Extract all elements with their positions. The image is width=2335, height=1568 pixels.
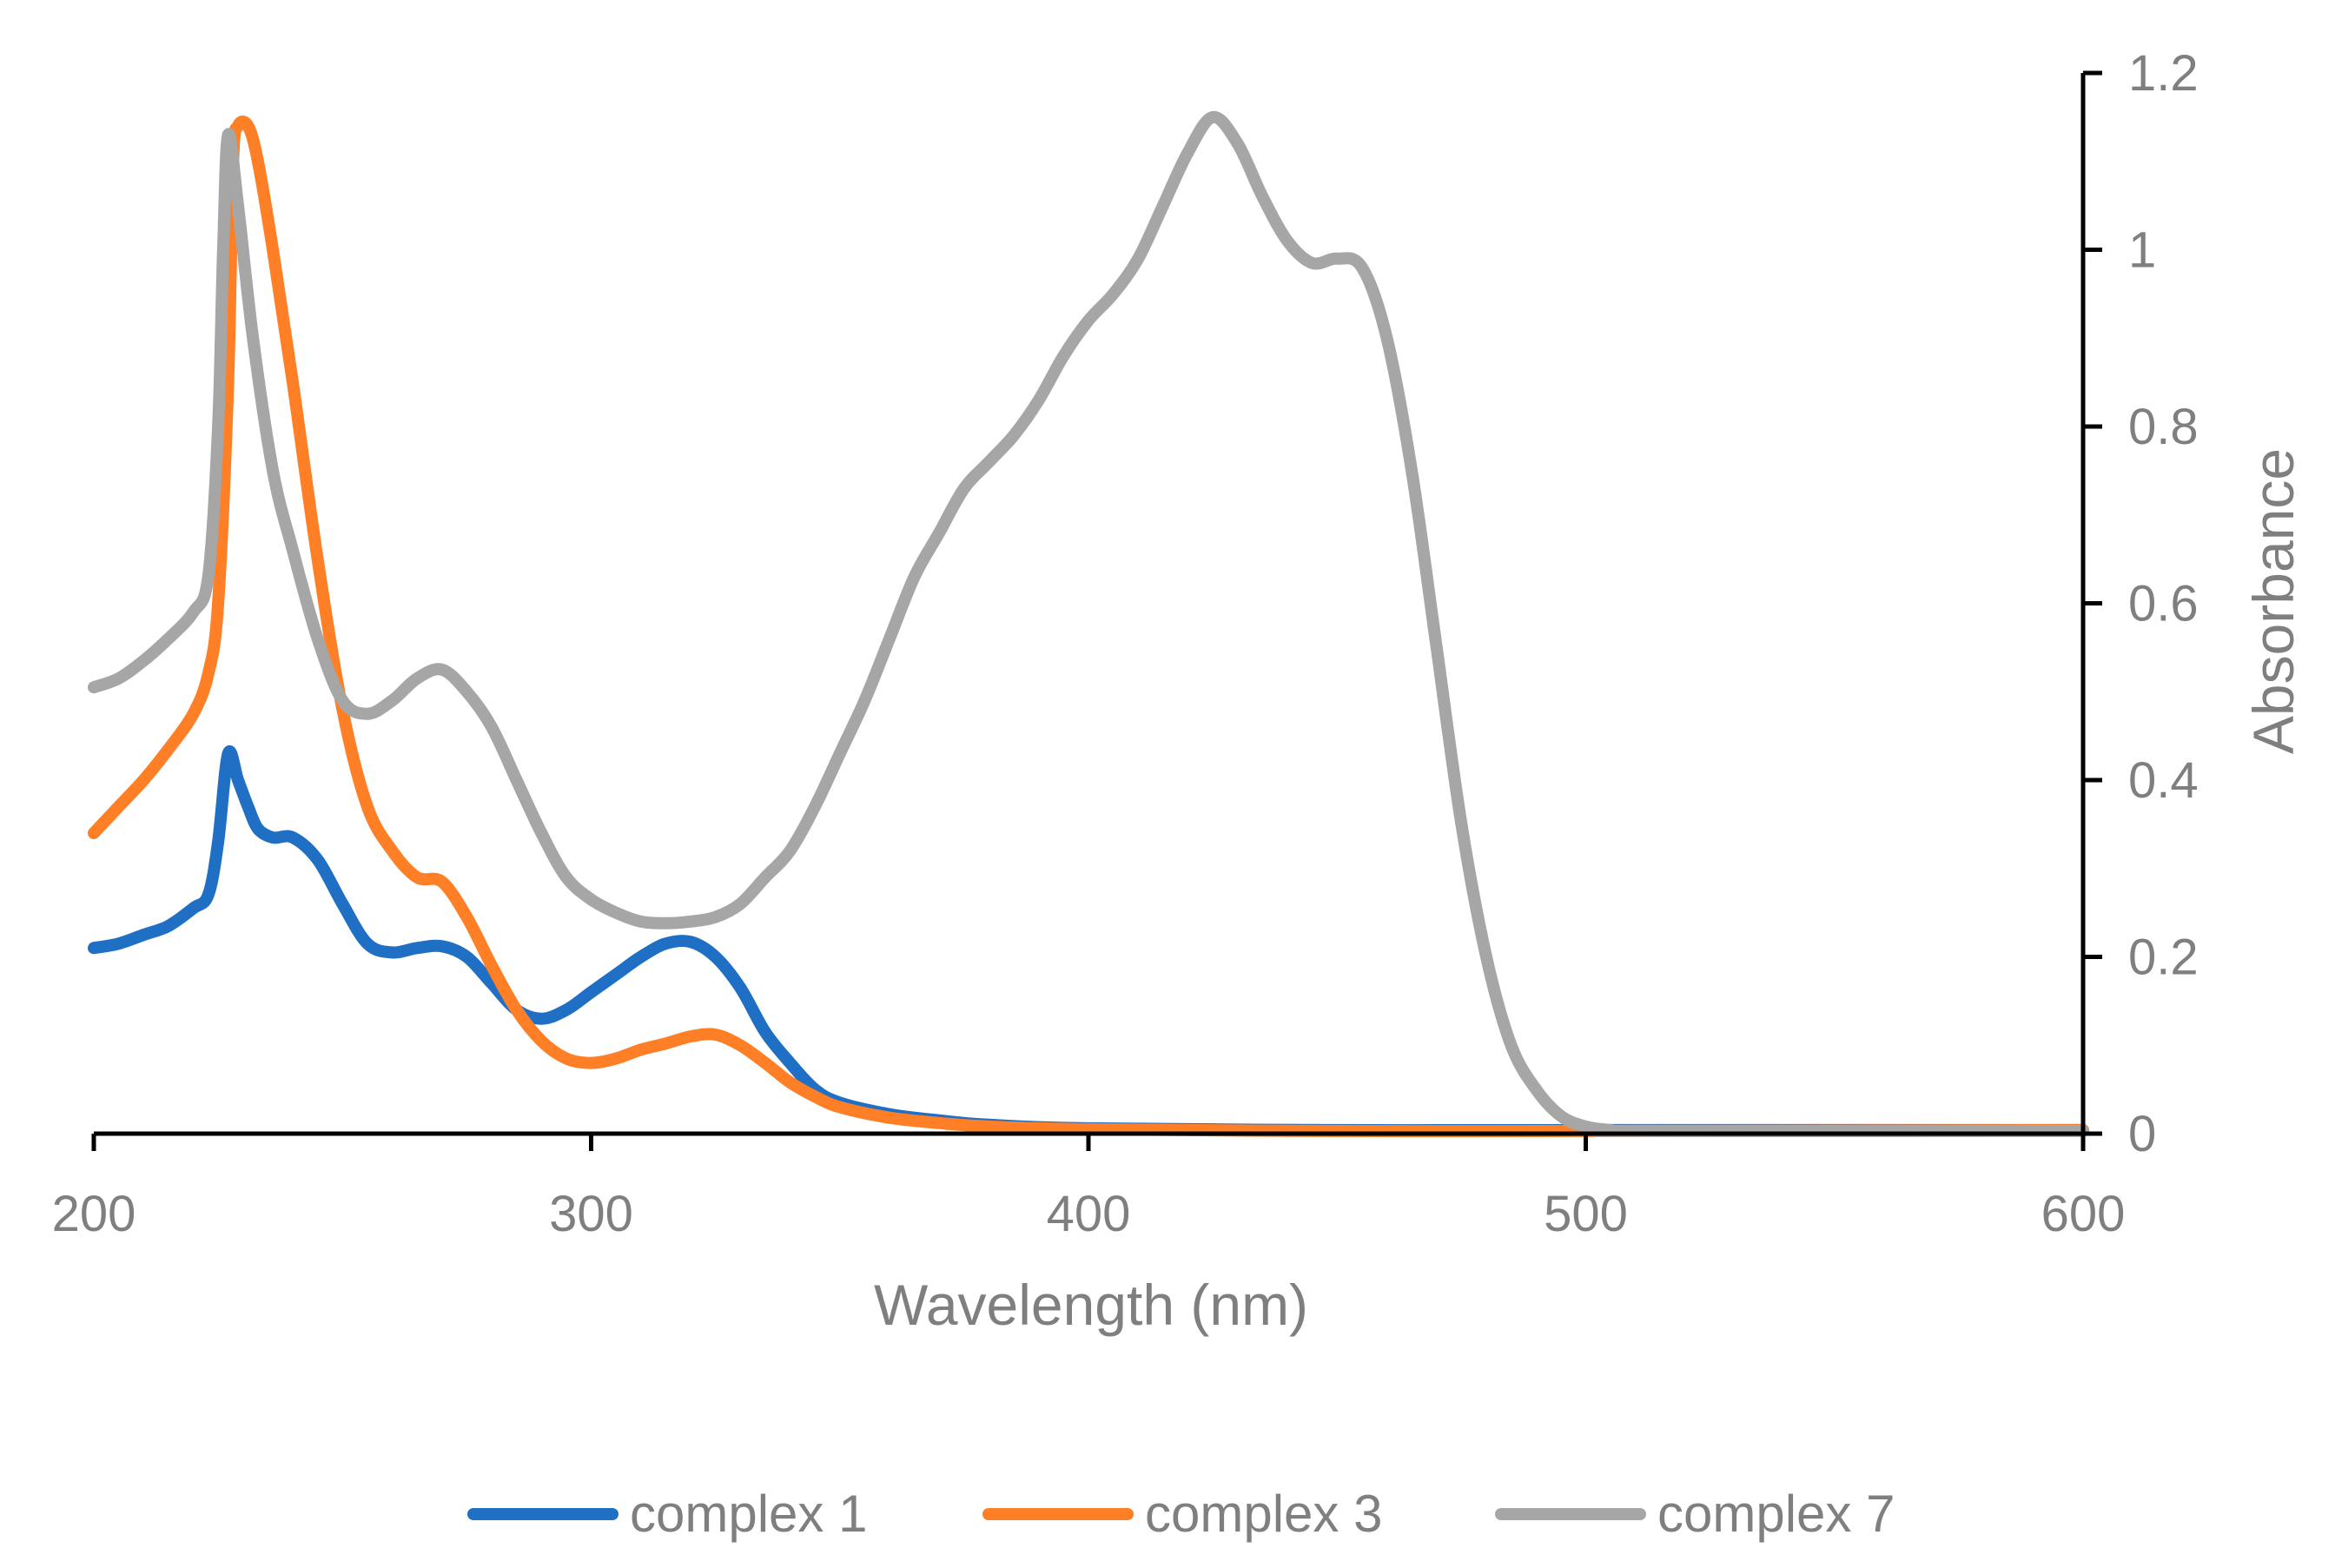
y-tick-label: 1 xyxy=(2128,222,2156,279)
legend-label-complex-7: complex 7 xyxy=(1657,1485,1895,1543)
axes xyxy=(94,73,2086,1136)
y-tick-label: 0 xyxy=(2128,1106,2156,1162)
x-tick-label: 300 xyxy=(549,1186,633,1242)
legend: complex 1 complex 3 complex 7 xyxy=(467,1485,1895,1543)
x-axis-title: Wavelength (nm) xyxy=(874,1273,1308,1337)
series-line-complex-1 xyxy=(88,744,2089,1137)
x-ticks: 200 300 400 500 600 xyxy=(52,1134,2126,1242)
series-line-complex-3 xyxy=(88,116,2089,1138)
y-tick-label: 1.2 xyxy=(2128,45,2199,102)
y-tick-label: 0.8 xyxy=(2128,399,2199,455)
x-tick-label: 200 xyxy=(52,1186,136,1242)
y-tick-label: 0.2 xyxy=(2128,930,2199,986)
legend-label-complex-3: complex 3 xyxy=(1145,1485,1382,1543)
y-ticks: 0 0.2 0.4 0.6 0.8 1 1.2 xyxy=(2083,45,2199,1162)
x-tick-label: 600 xyxy=(2041,1186,2126,1242)
legend-label-complex-1: complex 1 xyxy=(630,1485,867,1543)
y-axis-title: Absorbance xyxy=(2241,448,2305,754)
y-tick-label: 0.6 xyxy=(2128,576,2199,632)
y-tick-label: 0.4 xyxy=(2128,752,2199,809)
plot-lines xyxy=(88,110,2089,1138)
x-tick-label: 400 xyxy=(1047,1186,1131,1242)
x-tick-label: 500 xyxy=(1544,1186,1628,1242)
series-line-complex-7 xyxy=(88,110,2089,1137)
